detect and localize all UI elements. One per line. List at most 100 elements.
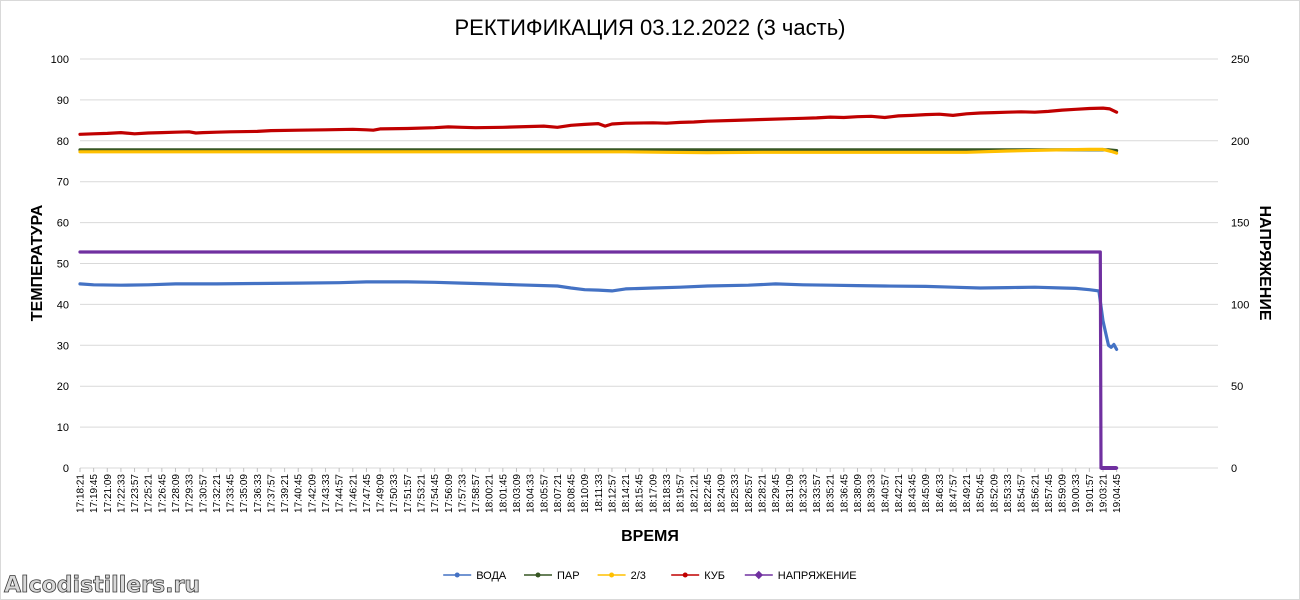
x-tick-label: 18:43:45 — [908, 474, 919, 513]
y2-axis-ticks: 0 50 100 150 200 250 — [1231, 54, 1249, 475]
x-tick-label: 17:40:45 — [294, 474, 305, 513]
x-tick-label: 17:39:21 — [280, 474, 291, 513]
x-tick-label: 17:58:57 — [471, 474, 482, 513]
series-line — [78, 106, 1119, 136]
x-tick-label: 18:35:21 — [826, 474, 837, 513]
y-tick-label: 50 — [57, 259, 69, 271]
x-tick-label: 17:49:09 — [376, 474, 387, 513]
x-tick-label: 17:21:09 — [103, 474, 114, 513]
y2-tick-label: 250 — [1231, 54, 1249, 66]
x-tick-label: 17:19:45 — [89, 474, 100, 513]
x-tick-label: 17:22:33 — [116, 474, 127, 513]
x-tick-label: 17:18:21 — [76, 474, 87, 513]
y-tick-label: 80 — [57, 136, 69, 148]
x-tick-label: 18:54:57 — [1017, 474, 1028, 513]
y-tick-label: 40 — [57, 299, 69, 311]
x-tick-label: 18:14:21 — [621, 474, 632, 513]
series-lines — [78, 106, 1119, 470]
legend: ВОДА ПАР 2/3 КУБ НАПРЯЖЕНИЕ — [443, 570, 857, 582]
x-tick-label: 17:56:09 — [444, 474, 455, 513]
x-tick-label: 18:38:09 — [853, 474, 864, 513]
y-tick-label: 10 — [57, 422, 69, 434]
x-tick-label: 18:21:21 — [689, 474, 700, 513]
x-tick-label: 17:47:45 — [362, 474, 373, 513]
y-tick-label: 0 — [63, 463, 69, 475]
x-tick-label: 17:37:57 — [266, 474, 277, 513]
series-line — [78, 250, 1119, 470]
x-tick-label: 18:47:57 — [948, 474, 959, 513]
x-tick-label: 18:50:45 — [976, 474, 987, 513]
x-tick-label: 18:15:45 — [635, 474, 646, 513]
x-tick-label: 18:01:45 — [498, 474, 509, 513]
x-tick-label: 18:56:21 — [1030, 474, 1041, 513]
y-tick-label: 100 — [51, 54, 69, 66]
legend-marker — [454, 572, 460, 578]
x-tick-label: 18:36:45 — [839, 474, 850, 513]
x-tick-label: 18:42:21 — [894, 474, 905, 513]
legend-label: НАПРЯЖЕНИЕ — [778, 570, 857, 582]
x-tick-label: 18:31:09 — [785, 474, 796, 513]
legend-label: ВОДА — [476, 570, 507, 582]
legend-label: КУБ — [704, 570, 725, 582]
x-tick-label: 19:04:45 — [1112, 474, 1123, 513]
series-line — [78, 280, 1119, 351]
x-tick-label: 18:46:33 — [935, 474, 946, 513]
x-tick-label: 17:35:09 — [239, 474, 250, 513]
legend-marker — [609, 572, 615, 578]
y-tick-label: 90 — [57, 95, 69, 107]
x-tick-label: 17:25:21 — [144, 474, 155, 513]
y-axis-ticks: 0 10 20 30 40 50 60 70 80 90 100 — [51, 54, 69, 475]
x-tick-label: 18:49:21 — [962, 474, 973, 513]
y-tick-label: 60 — [57, 218, 69, 230]
x-tick-label: 17:36:33 — [253, 474, 264, 513]
x-tick-label: 17:42:09 — [307, 474, 318, 513]
y2-tick-label: 100 — [1231, 299, 1249, 311]
x-tick-label: 17:30:57 — [198, 474, 209, 513]
x-tick-label: 17:23:57 — [130, 474, 141, 513]
x-tick-label: 19:01:57 — [1085, 474, 1096, 513]
legend-marker — [682, 572, 688, 578]
gridlines — [80, 58, 1218, 469]
x-tick-label: 18:11:33 — [594, 474, 605, 513]
x-tick-label: 18:33:57 — [812, 474, 823, 513]
legend-label: 2/3 — [631, 570, 646, 582]
x-tick-label: 17:46:21 — [348, 474, 359, 513]
x-tick-label: 18:53:33 — [1003, 474, 1014, 513]
y-tick-label: 20 — [57, 381, 69, 393]
x-tick-label: 17:57:33 — [457, 474, 468, 513]
x-tick-label: 18:19:57 — [676, 474, 687, 513]
x-tick-label: 17:53:21 — [417, 474, 428, 513]
legend-label: ПАР — [557, 570, 580, 582]
x-tick-label: 18:52:09 — [989, 474, 1000, 513]
x-tick-label: 18:32:33 — [798, 474, 809, 513]
x-tick-label: 17:51:57 — [403, 474, 414, 513]
x-tick-label: 18:26:57 — [744, 474, 755, 513]
x-tick-label: 19:00:33 — [1071, 474, 1082, 513]
x-tick-label: 18:04:33 — [526, 474, 537, 513]
x-tick-label: 18:22:45 — [703, 474, 714, 513]
x-tick-label: 18:40:57 — [880, 474, 891, 513]
y-axis-title: ТЕМПЕРАТУРА — [29, 204, 46, 321]
legend-marker — [535, 572, 541, 578]
x-tick-label: 18:18:33 — [662, 474, 673, 513]
chart-title: РЕКТИФИКАЦИЯ 03.12.2022 (3 часть) — [455, 15, 846, 40]
x-tick-label: 17:32:21 — [212, 474, 223, 513]
x-tick-label: 18:10:09 — [580, 474, 591, 513]
y-tick-label: 70 — [57, 177, 69, 189]
x-tick-label: 17:50:33 — [389, 474, 400, 513]
x-tick-label: 17:28:09 — [171, 474, 182, 513]
x-axis-ticks: 17:18:21 17:19:45 17:21:09 17:22:33 17:23:57… — [76, 468, 1123, 513]
y2-axis-title: НАПРЯЖЕНИЕ — [1256, 205, 1273, 320]
x-tick-label: 18:05:57 — [539, 474, 550, 513]
x-tick-label: 18:24:09 — [717, 474, 728, 513]
x-tick-label: 17:33:45 — [226, 474, 237, 513]
x-tick-label: 18:12:57 — [607, 474, 618, 513]
x-tick-label: 18:45:09 — [921, 474, 932, 513]
x-tick-label: 18:17:09 — [648, 474, 659, 513]
y-tick-label: 30 — [57, 340, 69, 352]
x-tick-label: 18:57:45 — [1044, 474, 1055, 513]
x-tick-label: 17:54:45 — [430, 474, 441, 513]
x-tick-label: 18:25:33 — [730, 474, 741, 513]
x-tick-label: 17:44:57 — [335, 474, 346, 513]
x-tick-label: 18:39:33 — [867, 474, 878, 513]
